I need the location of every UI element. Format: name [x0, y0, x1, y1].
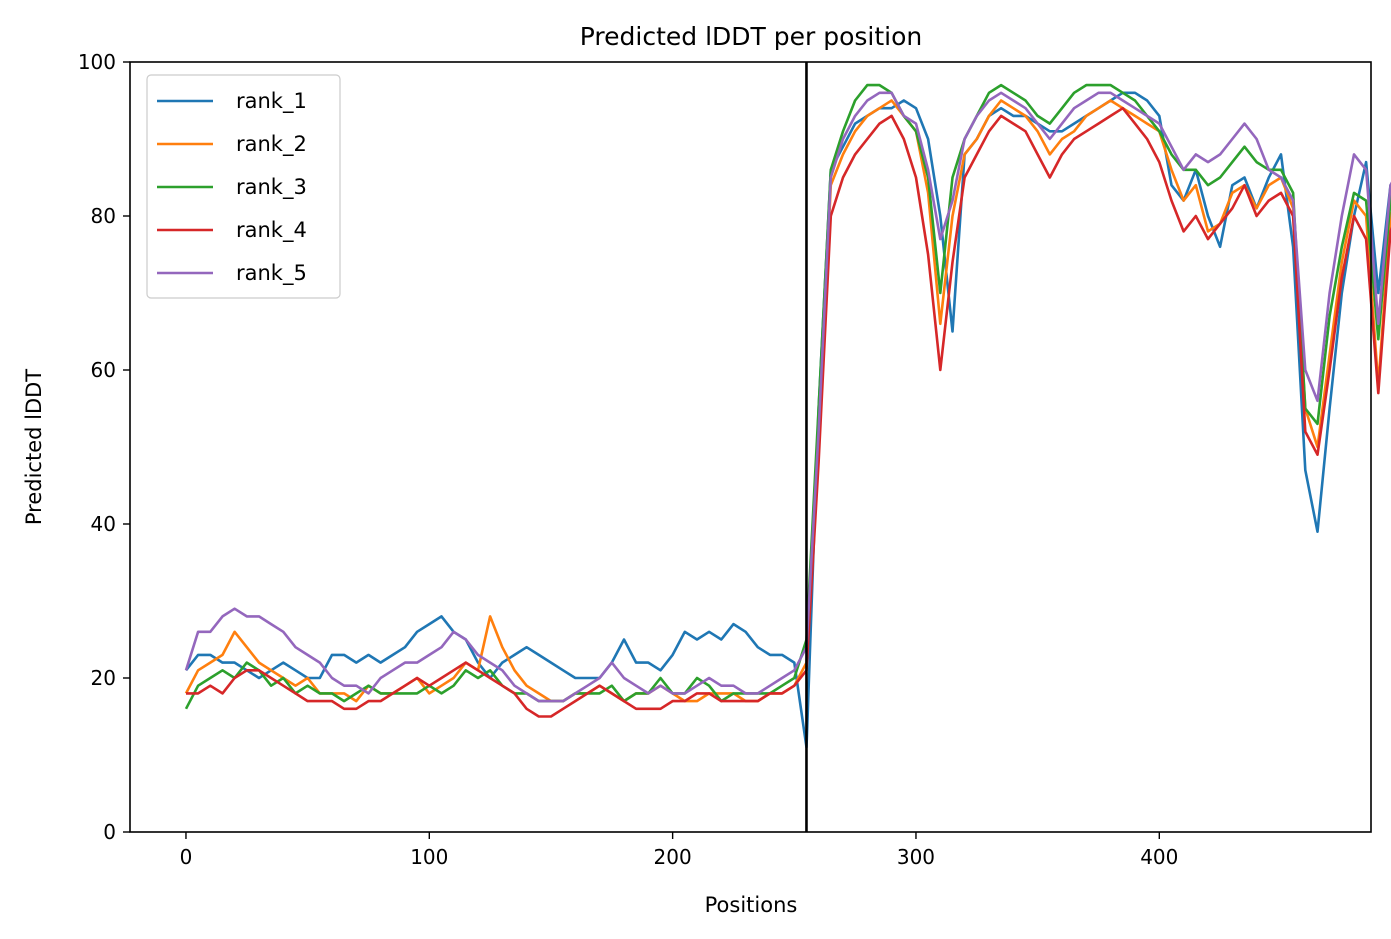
- y-tick-label: 80: [91, 204, 116, 228]
- legend-label-rank_1: rank_1: [236, 89, 307, 114]
- series-line-rank_2: [184, 99, 1391, 703]
- plot-frame: [129, 61, 1372, 833]
- series-line-rank_4: [186, 106, 1391, 718]
- legend-label-rank_2: rank_2: [236, 132, 307, 157]
- y-tick-label: 60: [91, 358, 116, 382]
- series-layer: [184, 83, 1391, 749]
- x-tick-label: 200: [654, 845, 692, 869]
- x-axis-label: Positions: [705, 893, 798, 917]
- x-tick-label: 400: [1140, 845, 1178, 869]
- series-line-rank_5: [184, 91, 1391, 703]
- y-axis-label: Predicted lDDT: [22, 369, 46, 525]
- x-tick-label: 300: [897, 845, 935, 869]
- series-line-rank_3: [184, 83, 1391, 710]
- y-tick-label: 40: [91, 512, 116, 536]
- legend-label-rank_3: rank_3: [236, 175, 307, 200]
- legend-box: [146, 74, 341, 299]
- y-tick-label: 100: [78, 50, 116, 74]
- y-tick-label: 0: [103, 820, 116, 844]
- y-axis: 0 20 40 60 80 100: [78, 50, 130, 844]
- chart-title: Predicted lDDT per position: [580, 22, 922, 51]
- x-tick-label: 0: [180, 845, 193, 869]
- series-line-rank_1: [184, 91, 1391, 749]
- x-axis: 0 100 200 300 400: [180, 832, 1178, 869]
- legend-label-rank_5: rank_5: [236, 261, 307, 286]
- x-tick-label: 100: [410, 845, 448, 869]
- y-tick-label: 20: [91, 666, 116, 690]
- legend: rank_1 rank_2 rank_3 rank_4 rank_5: [146, 74, 341, 299]
- legend-label-rank_4: rank_4: [236, 218, 307, 243]
